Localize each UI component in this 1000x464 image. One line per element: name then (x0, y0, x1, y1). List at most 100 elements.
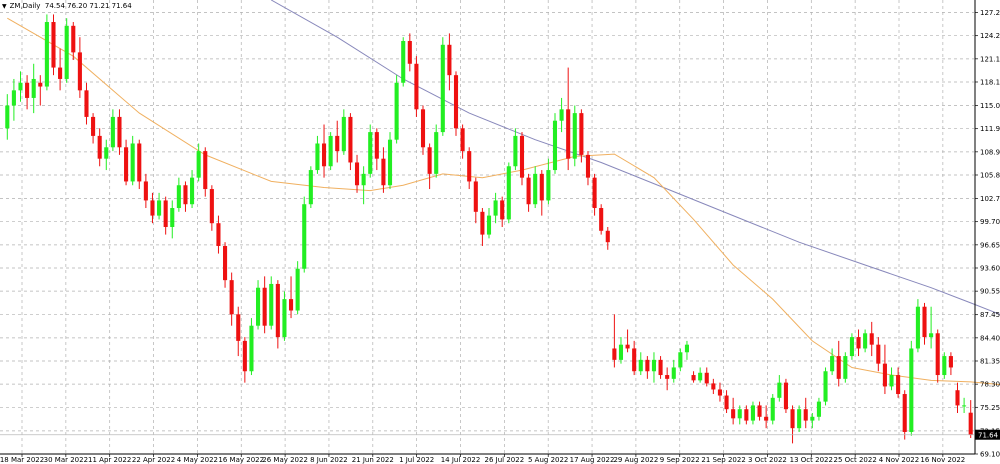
candle (929, 306, 934, 349)
candle-body (18, 82, 23, 91)
candle (493, 192, 498, 224)
candle-body (302, 204, 307, 269)
candle-body (955, 390, 960, 406)
candle-body (44, 22, 49, 87)
x-tick-label: 25 Oct 2022 (834, 456, 877, 464)
x-tick-label: 4 Nov 2022 (879, 456, 919, 464)
x-tick-label: 5 Aug 2022 (528, 456, 568, 464)
candle-body (592, 177, 597, 209)
x-tick-label: 21 Sep 2022 (701, 456, 745, 464)
x-tick-label: 26 May 2022 (262, 456, 308, 464)
candle-body (777, 382, 782, 398)
candle-body (519, 135, 525, 178)
candle-body (836, 356, 841, 379)
candle (618, 337, 624, 364)
candle (638, 352, 643, 376)
candle (599, 204, 604, 235)
candle (124, 139, 129, 186)
candle (302, 196, 307, 273)
y-tick-label: 75.25 (980, 404, 1000, 412)
candle (38, 75, 43, 106)
candle-body (157, 200, 162, 216)
candle-body (440, 44, 445, 133)
y-tick-label: 90.55 (980, 288, 1000, 296)
candle (176, 177, 181, 212)
candle (876, 337, 881, 372)
candle (368, 124, 373, 178)
candle-body (843, 356, 848, 379)
candle-body (31, 78, 36, 98)
candle (711, 378, 716, 395)
candle-body (190, 177, 195, 205)
candle-body (275, 283, 280, 338)
candle (341, 109, 346, 155)
candle (216, 215, 221, 254)
candle (737, 405, 742, 425)
candle (229, 272, 234, 326)
candle-body (328, 135, 333, 167)
candle (321, 124, 327, 178)
candle-body (38, 82, 43, 87)
x-tick-label: 21 Jun 2022 (352, 456, 394, 464)
candle-body (750, 405, 755, 421)
candle-body (605, 230, 610, 243)
candle (394, 75, 399, 144)
candle-body (684, 344, 690, 353)
candle (242, 337, 247, 383)
candle (420, 105, 426, 155)
candle-body (691, 375, 696, 381)
candle (44, 14, 49, 91)
candle (157, 192, 162, 220)
candle-body (764, 416, 769, 421)
candle-body (236, 314, 241, 341)
candle (559, 97, 564, 133)
candle (71, 22, 76, 60)
candle (962, 397, 967, 414)
candle (64, 18, 69, 83)
candle-body (546, 170, 551, 201)
candle-body (196, 151, 201, 178)
candle-body (737, 409, 742, 419)
candle-body (658, 359, 663, 376)
x-tick-label: 8 Jun 2022 (310, 456, 348, 464)
candle (223, 242, 228, 288)
candle-body (308, 170, 313, 205)
candle (902, 390, 907, 440)
candle-body (84, 90, 89, 117)
candle-body (374, 132, 379, 159)
candle (750, 401, 755, 425)
candle (585, 151, 591, 186)
candle-body (889, 375, 894, 387)
x-tick-label: 29 Aug 2022 (613, 456, 658, 464)
candle (546, 158, 551, 205)
candle-body (51, 22, 56, 68)
candle (117, 109, 122, 155)
candle (968, 400, 973, 438)
candle (651, 352, 657, 383)
candle-body (216, 223, 221, 246)
candle (91, 113, 96, 144)
grid (0, 0, 974, 455)
candle (236, 306, 241, 357)
candle (275, 280, 280, 349)
candle (387, 132, 393, 190)
candle (110, 109, 115, 152)
candle-body (783, 382, 788, 410)
candle (163, 196, 168, 235)
candle-body (579, 113, 584, 155)
candle (170, 200, 175, 239)
dropdown-triangle-icon[interactable]: ▼ (2, 3, 7, 10)
candle-body (453, 75, 459, 129)
candle (724, 390, 729, 414)
y-tick-label: 81.35 (980, 357, 1000, 365)
candle (566, 67, 571, 171)
candle (526, 173, 531, 212)
candle-body (552, 120, 558, 171)
candle (269, 276, 274, 330)
y-tick-label: 127.25 (980, 9, 1000, 17)
candle-body (902, 394, 907, 432)
symbol-label: ZM,Daily (9, 2, 41, 10)
last-price-label: 71.64 (978, 432, 999, 440)
